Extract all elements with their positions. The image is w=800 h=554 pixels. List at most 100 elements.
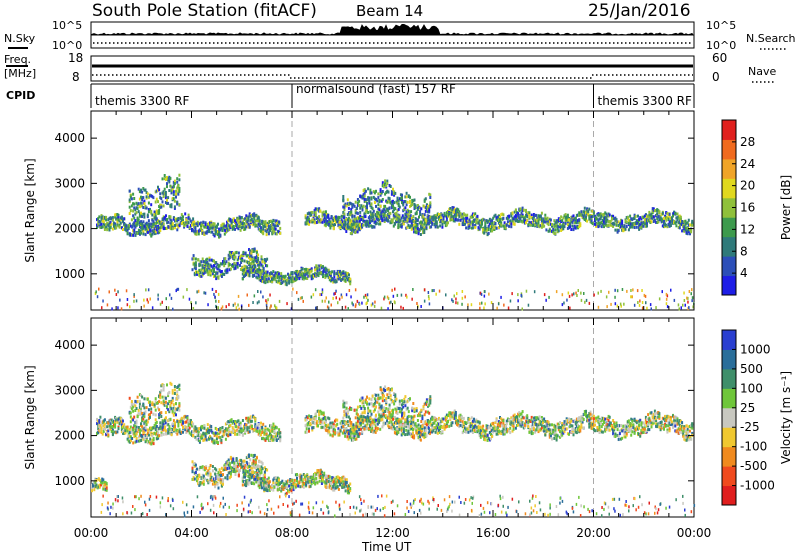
echo-cell <box>423 299 426 303</box>
echo-cell <box>214 230 217 234</box>
echo-cell <box>155 425 158 428</box>
echo-cell <box>234 251 237 255</box>
echo-cell <box>114 215 117 219</box>
echo-cell <box>191 424 193 428</box>
echo-cell <box>244 217 247 221</box>
echo-cell <box>198 438 201 442</box>
echo-cell <box>209 435 212 438</box>
echo-cell <box>214 295 216 299</box>
echo-cell <box>634 221 637 225</box>
echo-cell <box>403 207 406 211</box>
echo-cell <box>413 220 416 223</box>
echo-cell <box>428 208 431 212</box>
echo-cell <box>677 221 680 225</box>
echo-cell <box>359 206 362 210</box>
echo-cell <box>219 233 222 237</box>
echo-cell <box>131 233 134 237</box>
echo-cell <box>598 217 601 221</box>
colorbar-swatch <box>722 120 736 140</box>
echo-cell <box>367 211 370 214</box>
echo-cell <box>371 211 374 215</box>
echo-cell <box>372 209 375 213</box>
echo-cell <box>351 203 354 207</box>
echo-cell <box>109 224 112 228</box>
echo-cell <box>102 216 105 220</box>
echo-cell <box>221 426 224 429</box>
echo-cell <box>544 216 547 220</box>
echo-cell <box>116 430 119 434</box>
echo-cell <box>624 219 627 223</box>
echo-cell <box>102 429 105 433</box>
echo-cell <box>531 224 534 227</box>
echo-cell <box>134 404 137 408</box>
echo-cell <box>212 226 215 230</box>
echo-cell <box>659 218 662 222</box>
echo-cell <box>240 429 243 433</box>
echo-cell <box>399 193 402 197</box>
echo-cell <box>315 273 318 277</box>
echo-cell <box>358 219 361 223</box>
echo-cell <box>377 211 380 215</box>
echo-cell <box>401 220 404 224</box>
echo-cell <box>272 270 275 274</box>
echo-cell <box>687 223 690 227</box>
echo-cell <box>308 271 311 275</box>
echo-cell <box>687 218 690 222</box>
echo-cell <box>648 219 651 223</box>
echo-cell <box>267 220 270 224</box>
echo-cell <box>363 198 366 201</box>
echo-cell <box>234 429 236 433</box>
echo-cell <box>530 221 533 224</box>
echo-cell <box>366 293 369 297</box>
echo-cell <box>158 434 161 438</box>
echo-cell <box>222 226 225 230</box>
echo-cell <box>275 432 278 436</box>
echo-cell <box>246 220 249 224</box>
echo-cell <box>387 196 390 200</box>
echo-cell <box>243 428 245 432</box>
echo-cell <box>101 306 103 310</box>
echo-cell <box>220 275 223 278</box>
echo-cell <box>276 434 279 438</box>
echo-cell <box>397 198 400 202</box>
echo-cell <box>118 219 121 223</box>
echo-cell <box>690 228 693 232</box>
echo-cell <box>149 439 152 443</box>
echo-cell <box>95 483 98 487</box>
echo-cell <box>128 428 131 432</box>
echo-cell <box>414 204 417 208</box>
echo-cell <box>452 210 455 214</box>
echo-cell <box>581 215 584 219</box>
echo-cell <box>223 228 226 232</box>
echo-cell <box>146 230 149 234</box>
echo-cell <box>224 262 227 265</box>
echo-cell <box>239 429 242 433</box>
echo-cell <box>184 414 187 418</box>
echo-cell <box>460 213 463 217</box>
echo-cell <box>678 218 681 222</box>
echo-cell <box>574 226 577 230</box>
echo-cell <box>422 204 425 208</box>
echo-cell <box>218 230 221 234</box>
echo-cell <box>249 262 252 266</box>
echo-cell <box>106 431 109 435</box>
echo-cell <box>537 214 540 218</box>
echo-cell <box>394 191 397 195</box>
echo-cell <box>347 203 350 207</box>
echo-cell <box>410 227 413 231</box>
echo-cell <box>108 216 111 220</box>
echo-cell <box>253 258 256 262</box>
echo-cell <box>674 212 677 216</box>
echo-cell <box>215 261 218 265</box>
echo-cell <box>570 228 573 231</box>
echo-cell <box>133 224 136 228</box>
echo-cell <box>232 263 235 267</box>
noise-right-tick-bottom: 10^0 <box>706 39 736 52</box>
echo-cell <box>232 227 235 230</box>
echo-cell <box>675 220 678 224</box>
echo-cell <box>331 222 334 226</box>
echo-cell <box>504 226 507 230</box>
echo-cell <box>131 224 134 228</box>
echo-cell <box>193 222 196 226</box>
echo-cell <box>324 273 327 277</box>
